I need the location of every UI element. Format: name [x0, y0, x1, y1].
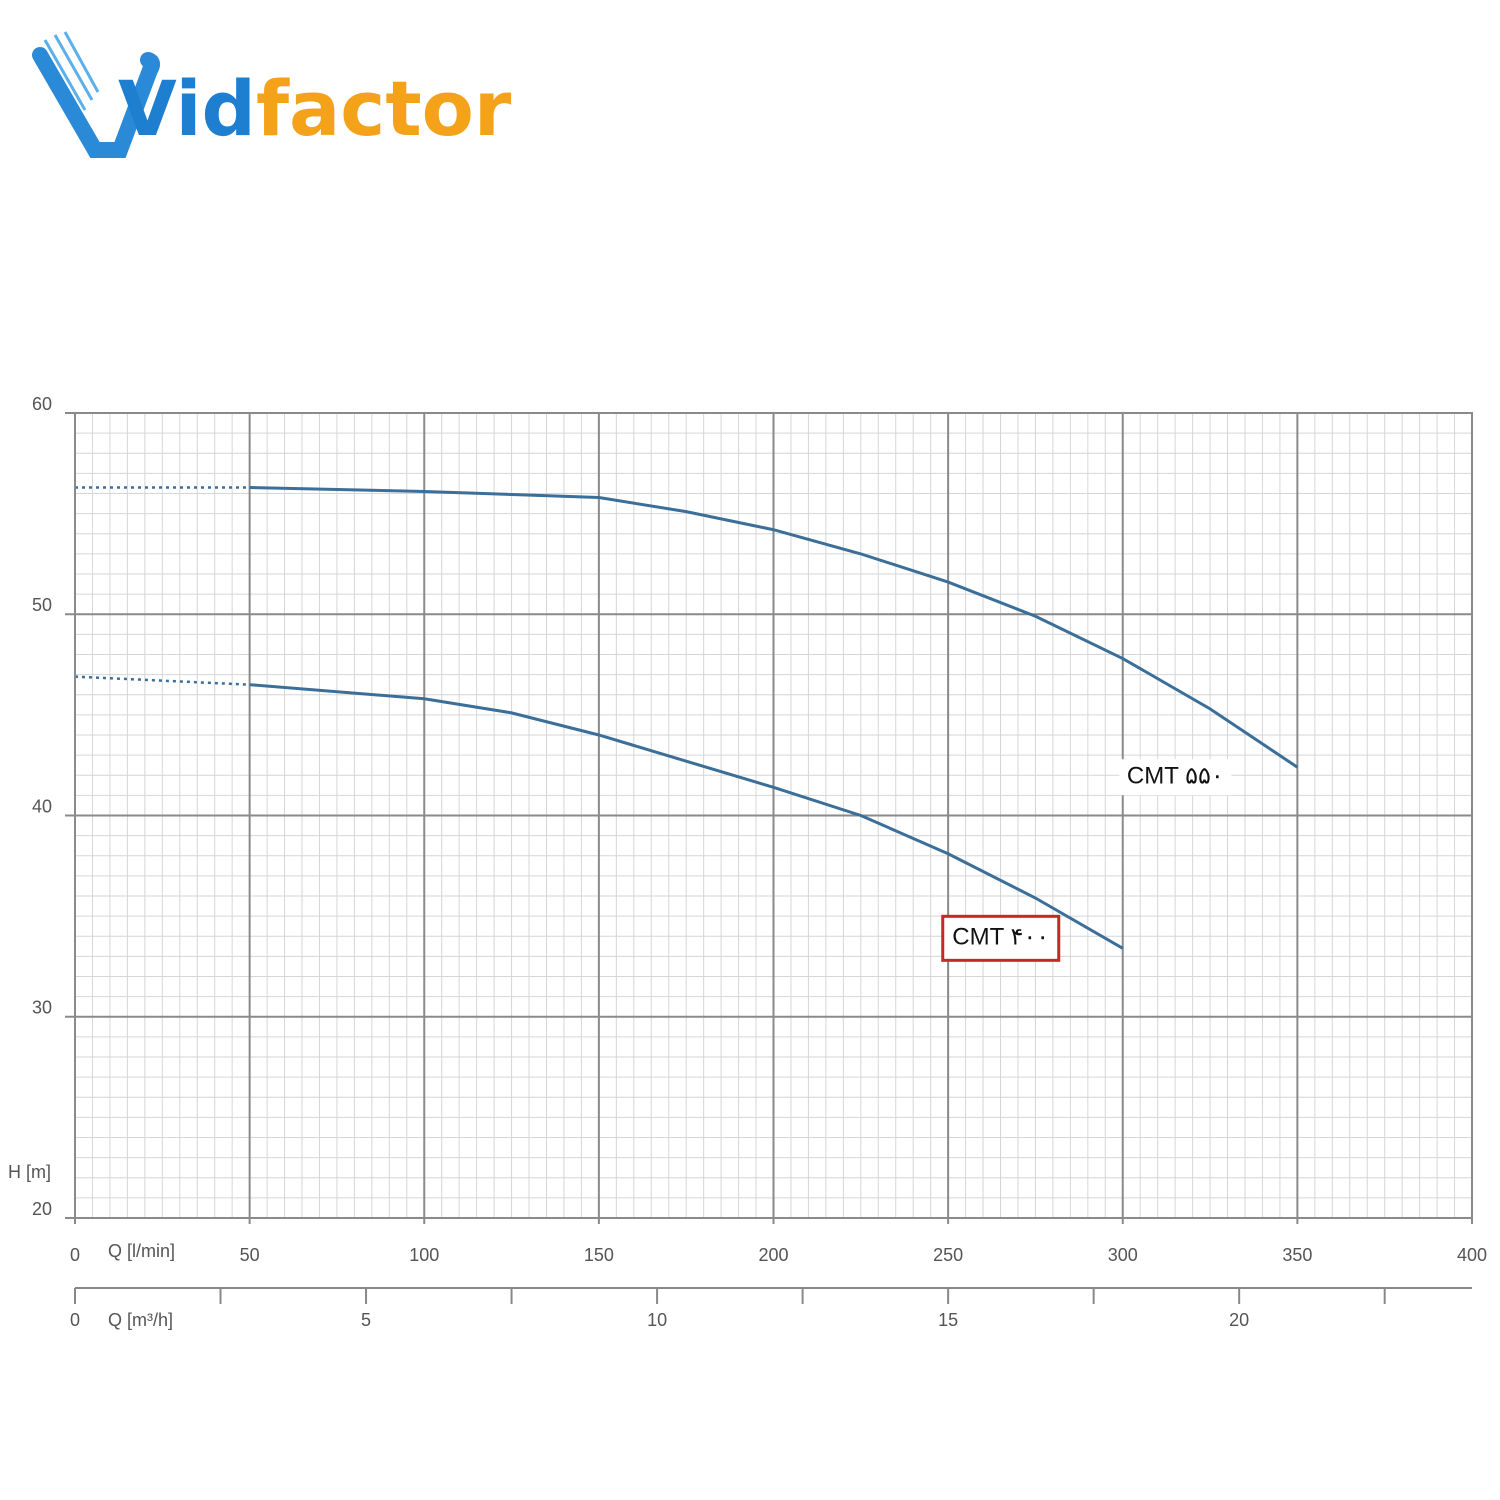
x2-axis-label: Q [m³/h]: [108, 1310, 173, 1330]
x-tick-label: 350: [1282, 1245, 1312, 1265]
plot-frame: [74, 412, 1473, 1219]
x2-tick-label: 20: [1229, 1310, 1249, 1330]
y-tick-label: 40: [32, 796, 52, 816]
label-box: [941, 914, 1061, 962]
x-tick-label: 50: [240, 1245, 260, 1265]
x-tick-label: 200: [758, 1245, 788, 1265]
x-tick-label: 150: [584, 1245, 614, 1265]
x-tick-label: 300: [1108, 1245, 1138, 1265]
logo-feathers: [43, 31, 100, 111]
y-tick-label: 60: [32, 394, 52, 414]
y-tick-label: 50: [32, 595, 52, 615]
x2-tick-label: 0: [70, 1310, 80, 1330]
x2-tick-label: 15: [938, 1310, 958, 1330]
logo-text: Vidfactor: [118, 64, 512, 153]
x-tick-label: 100: [409, 1245, 439, 1265]
series-label: CMT ۵۵۰: [1127, 763, 1224, 790]
extrapolated-line: [74, 675, 250, 686]
logo-mark: [32, 47, 161, 158]
label-bg: [1119, 759, 1232, 796]
logo-orange: factor: [256, 64, 512, 153]
x-tick-label: 250: [933, 1245, 963, 1265]
y-tick-label: 30: [32, 998, 52, 1018]
x2-tick-label: 10: [647, 1310, 667, 1330]
x-tick-label: 0: [70, 1245, 80, 1265]
logo: Vidfactor: [32, 31, 512, 158]
logo-blue: Vid: [118, 64, 256, 153]
series-label: CMT ۴۰۰: [952, 924, 1049, 951]
x2-tick-label: 5: [361, 1310, 371, 1330]
x-tick-label: 400: [1457, 1245, 1487, 1265]
y-tick-label: 20: [32, 1199, 52, 1219]
curve: [249, 683, 1124, 950]
x-axis-label: Q [l/min]: [108, 1241, 175, 1261]
y-axis-label: H [m]: [8, 1162, 51, 1182]
curve: [249, 485, 1299, 769]
